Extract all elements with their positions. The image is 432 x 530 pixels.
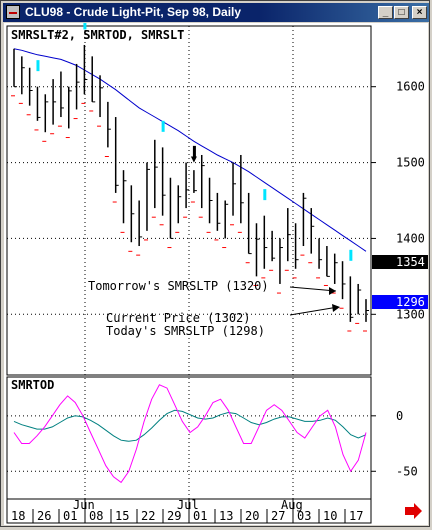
- indicator-tick-label: 0: [396, 409, 403, 423]
- price-panel-title: SMRSLT#2, SMRTOD, SMRSLT: [11, 28, 184, 42]
- day-label: 29: [167, 509, 181, 523]
- day-label: 13: [219, 509, 233, 523]
- current-arrow-head-icon: [332, 304, 340, 312]
- day-label: 10: [323, 509, 337, 523]
- day-label: 17: [349, 509, 363, 523]
- signal-mark: [83, 18, 87, 30]
- oscillator-fast-line: [13, 384, 367, 484]
- price-tick-label: 1500: [396, 156, 425, 170]
- day-label: 01: [63, 509, 77, 523]
- last-price-marker-label: 1354: [396, 255, 425, 269]
- day-label: 27: [271, 509, 285, 523]
- day-label: 15: [115, 509, 129, 523]
- today-annotation: Today's SMRSLTP (1298): [106, 324, 265, 338]
- tomorrow-arrow-head-icon: [329, 287, 336, 295]
- signal-mark: [263, 189, 267, 201]
- indicator-tick-label: -50: [396, 464, 418, 478]
- last-price-marker: [372, 255, 428, 269]
- indicator-panel-title: SMRTOD: [11, 378, 54, 392]
- moving-average-line: [13, 48, 367, 252]
- price-bars-layer: [13, 44, 369, 322]
- minimize-button[interactable]: _: [378, 6, 393, 19]
- day-label: 01: [193, 509, 207, 523]
- tomorrow-annotation: Tomorrow's SMRSLTP (1320): [88, 279, 269, 293]
- price-tick-label: 1400: [396, 231, 425, 245]
- tomorrow-arrow-line: [289, 286, 337, 292]
- price-axis: 1600 1500 1400 1300: [371, 80, 425, 321]
- day-label: 03: [297, 509, 311, 523]
- title-bar[interactable]: CLU98 - Crude Light-Pit, Sep 98, Daily _…: [3, 3, 429, 22]
- signal-mark: [161, 120, 165, 132]
- window-title: CLU98 - Crude Light-Pit, Sep 98, Daily: [25, 5, 242, 19]
- stop-marks-layer: [11, 95, 367, 332]
- signal-mark: [36, 60, 40, 72]
- maximize-button[interactable]: □: [394, 6, 409, 19]
- indicator-axis: 0 -50: [371, 409, 418, 478]
- app-icon[interactable]: [6, 5, 20, 19]
- scroll-right-icon[interactable]: [405, 503, 422, 519]
- price-tick-label: 1600: [396, 80, 425, 94]
- day-label: 22: [141, 509, 155, 523]
- price-grid: [7, 86, 371, 315]
- day-label: 20: [245, 509, 259, 523]
- chart-area[interactable]: SMRSLT#2, SMRTOD, SMRSLT SMRTOD 1600 1500…: [4, 18, 428, 525]
- moving-average-layer: [13, 48, 367, 252]
- oscillator-slow-line: [13, 409, 367, 442]
- time-grid: [84, 26, 294, 499]
- price-tick-label: 1300: [396, 307, 425, 321]
- sell-signal-mark: [192, 145, 196, 157]
- current-price-annotation: Current Price (1302): [106, 311, 251, 325]
- month-label: Jun: [73, 498, 95, 512]
- day-label: 18: [11, 509, 25, 523]
- chart-canvas[interactable]: SMRSLT#2, SMRTOD, SMRSLT SMRTOD 16001500…: [4, 18, 428, 525]
- day-label: 08: [89, 509, 103, 523]
- month-label: Aug: [281, 498, 303, 512]
- day-label: 26: [37, 509, 51, 523]
- month-label: Jul: [177, 498, 199, 512]
- current-arrow-line: [289, 306, 339, 316]
- signal-marks-layer: [36, 18, 353, 261]
- stop-price-marker: [372, 295, 428, 309]
- time-axis: 18 26 01 08 15 22 29 01 13 20 27 03 10 17 Jun Jul Aug: [6, 498, 372, 524]
- indicator-grid: [7, 415, 371, 472]
- price-panel-frame: [6, 25, 372, 376]
- signal-mark: [349, 249, 353, 261]
- close-button[interactable]: ×: [412, 6, 427, 19]
- down-arrow-icon: [190, 156, 197, 163]
- stop-price-marker-label: 1296: [396, 295, 425, 309]
- oscillator-layer: [13, 384, 367, 484]
